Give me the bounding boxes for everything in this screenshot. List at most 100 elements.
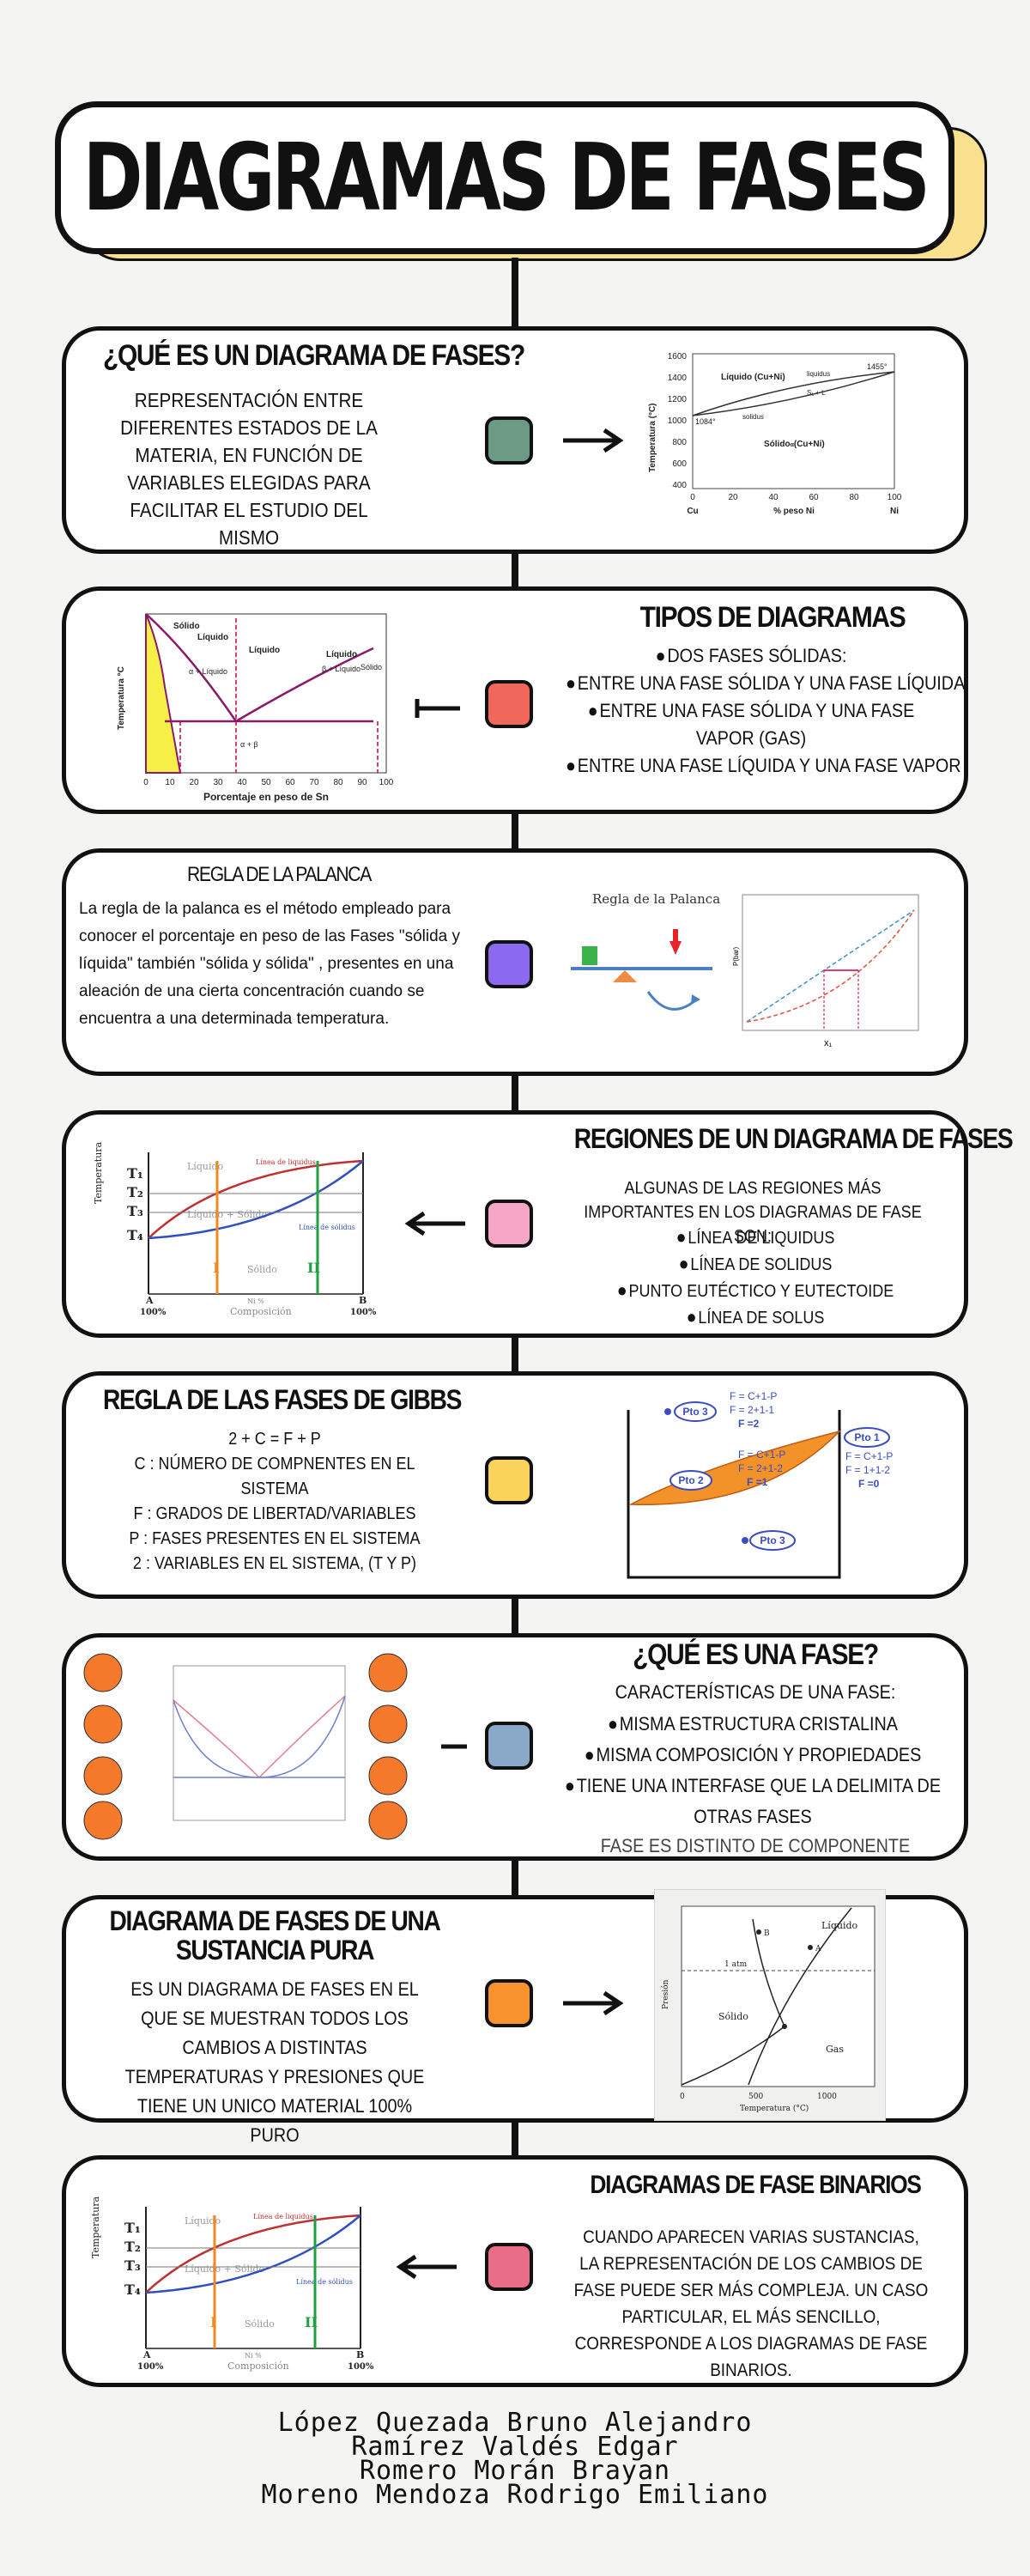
- marker-square-4: [485, 1200, 533, 1248]
- pura-title: DIAGRAMA DE FASES DE UNA SUSTANCIA PURA: [109, 1905, 440, 1965]
- fase-title: ¿QUÉ ES UNA FASE?: [633, 1638, 879, 1671]
- svg-text:1 atm: 1 atm: [724, 1960, 748, 1969]
- svg-text:Sólido: Sólido: [173, 622, 200, 631]
- svg-text:600: 600: [672, 459, 687, 469]
- svg-text:60: 60: [809, 493, 819, 502]
- author-name: Ramírez Valdés Edgar: [351, 2432, 679, 2462]
- svg-text:F = C+1-P: F = C+1-P: [730, 1390, 777, 1402]
- fase-item: MISMA COMPOSICIÓN Y PROPIEDADES: [564, 1740, 942, 1771]
- svg-text:Pto 3: Pto 3: [760, 1534, 785, 1546]
- svg-text:B: B: [764, 1929, 770, 1938]
- svg-text:Pto 1: Pto 1: [854, 1431, 880, 1443]
- svg-text:100%: 100%: [137, 2362, 164, 2372]
- svg-text:100%: 100%: [350, 1308, 377, 1317]
- svg-text:90: 90: [357, 778, 367, 787]
- svg-text:A: A: [145, 1295, 154, 1306]
- pura-text: ES UN DIAGRAMA DE FASES EN EL QUE SE MUE…: [124, 1978, 425, 2146]
- palanca-text: La regla de la palanca es el método empl…: [79, 900, 461, 1028]
- fase-note: FASE ES DISTINTO DE COMPONENTE: [600, 1835, 911, 1856]
- svg-text:T₁: T₁: [124, 2220, 141, 2236]
- svg-text:α + β: α + β: [240, 740, 258, 749]
- svg-text:B: B: [356, 2349, 364, 2360]
- gibbs-lines: 2 + C = F + P C : NÚMERO DE COMPNENTES E…: [101, 1427, 449, 1577]
- marker-square-7: [485, 1979, 533, 2027]
- svg-text:0: 0: [143, 778, 148, 787]
- svg-text:40: 40: [237, 778, 247, 787]
- svg-text:T₁: T₁: [127, 1165, 143, 1182]
- svg-text:100%: 100%: [140, 1308, 167, 1317]
- marker-square-8: [485, 2243, 533, 2291]
- svg-text:Sólidoα(Cu+Ni): Sólidoα(Cu+Ni): [764, 440, 825, 449]
- svg-text:1000: 1000: [668, 416, 688, 426]
- gibbs-figure: Pto 3 F = C+1-P F = 2+1-1 F =2 Pto 2 F =…: [627, 1390, 893, 1579]
- gibbs-line: C : NÚMERO DE COMPNENTES EN EL SISTEMA: [134, 1455, 415, 1498]
- gibbs-line: F : GRADOS DE LIBERTAD/VARIABLES: [133, 1504, 416, 1523]
- binary-diagram-2: Temperatura T₁ T₂ T₃ T₄ Líquido Líquido …: [90, 2196, 374, 2372]
- svg-text:100%: 100%: [348, 2362, 374, 2372]
- palanca-title: REGLA DE LA PALANCA: [186, 863, 372, 886]
- dash-connector: [441, 1744, 467, 1749]
- svg-text:T₄: T₄: [124, 2281, 141, 2298]
- gibbs-line: P : FASES PRESENTES EN EL SISTEMA: [129, 1529, 421, 1548]
- svg-text:Líquido (Cu+Ni): Líquido (Cu+Ni): [721, 373, 785, 382]
- svg-text:Ni %: Ni %: [245, 2352, 262, 2360]
- svg-text:80: 80: [849, 493, 859, 502]
- svg-text:1600: 1600: [668, 352, 688, 361]
- svg-text:80: 80: [333, 778, 343, 787]
- svg-text:solidus: solidus: [742, 413, 764, 421]
- svg-text:Cu: Cu: [687, 507, 698, 516]
- microstructure-diagram: [83, 1653, 408, 1840]
- svg-text:500: 500: [748, 2093, 763, 2101]
- author-name: Romero Morán Brayan: [359, 2456, 671, 2486]
- arrow-left-icon: [396, 2254, 457, 2280]
- svg-text:Pto 2: Pto 2: [678, 1474, 704, 1486]
- svg-text:400: 400: [672, 481, 687, 490]
- svg-text:β + Líquido: β + Líquido: [322, 665, 360, 673]
- authors: López Quezada Bruno Alejandro Ramírez Va…: [0, 2408, 1030, 2510]
- svg-text:F = 1+1-2: F = 1+1-2: [845, 1464, 890, 1476]
- que-es-text: REPRESENTACIÓN ENTRE DIFERENTES ESTADOS …: [120, 389, 378, 549]
- marker-square-5: [485, 1456, 533, 1504]
- svg-text:Líquido: Líquido: [197, 633, 228, 642]
- svg-text:F = C+1-P: F = C+1-P: [845, 1450, 893, 1462]
- svg-text:% peso Ni: % peso Ni: [773, 507, 815, 516]
- svg-text:A: A: [142, 2349, 151, 2360]
- author-name: López Quezada Bruno Alejandro: [277, 2408, 753, 2438]
- svg-text:T₂: T₂: [124, 2239, 141, 2255]
- fase-item: MISMA ESTRUCTURA CRISTALINA: [564, 1709, 942, 1740]
- svg-text:α + Líquido: α + Líquido: [189, 667, 227, 676]
- regiones-item: LÍNEA DE LIQUIDUS: [585, 1224, 925, 1251]
- svg-text:A: A: [815, 1945, 821, 1953]
- svg-text:B: B: [359, 1295, 367, 1306]
- svg-text:100: 100: [888, 493, 902, 502]
- svg-text:10: 10: [165, 778, 175, 787]
- svg-text:T₃: T₃: [127, 1203, 143, 1219]
- svg-text:Línea de sólidus: Línea de sólidus: [299, 1224, 355, 1231]
- svg-text:F = C+1-P: F = C+1-P: [738, 1449, 785, 1461]
- tipos-list: DOS FASES SÓLIDAS: ENTRE UNA FASE SÓLIDA…: [566, 642, 966, 780]
- svg-text:Presión: Presión: [661, 1979, 670, 2009]
- tipos-item: ENTRE UNA FASE SÓLIDA Y UNA FASE LÍQUIDA: [566, 670, 966, 697]
- regiones-item: LÍNEA DE SOLUS: [585, 1304, 925, 1331]
- svg-text:1200: 1200: [668, 395, 688, 404]
- svg-text:50: 50: [261, 778, 271, 787]
- regiones-title: REGIONES DE UN DIAGRAMA DE FASES: [573, 1123, 1014, 1154]
- svg-text:40: 40: [768, 493, 779, 502]
- marker-square-1: [485, 416, 533, 465]
- gibbs-line: 2 + C = F + P: [228, 1430, 321, 1449]
- fase-list: MISMA ESTRUCTURA CRISTALINA MISMA COMPOS…: [564, 1709, 942, 1832]
- svg-text:Regla de la Palanca: Regla de la Palanca: [592, 891, 720, 907]
- arrow-left-icon: [415, 699, 460, 718]
- svg-text:Líquido: Líquido: [821, 1920, 858, 1931]
- tipos-title: TIPOS DE DIAGRAMAS: [639, 601, 906, 634]
- svg-text:Línea de sólidus: Línea de sólidus: [296, 2278, 353, 2286]
- arrow-right-icon: [563, 428, 624, 453]
- fase-item: TIENE UNA INTERFASE QUE LA DELIMITA DE O…: [564, 1771, 942, 1832]
- author-name: Moreno Mendoza Rodrigo Emiliano: [261, 2480, 769, 2510]
- svg-text:F = 2+1-1: F = 2+1-1: [730, 1404, 774, 1416]
- tipos-item: DOS FASES SÓLIDAS:: [566, 642, 936, 670]
- svg-text:F =0: F =0: [858, 1478, 880, 1490]
- cuni-ylabel: Temperatura (°C): [648, 404, 657, 473]
- regiones-item: PUNTO EUTÉCTICO Y EUTECTOIDE: [585, 1278, 925, 1304]
- svg-text:P(bar): P(bar): [732, 946, 740, 966]
